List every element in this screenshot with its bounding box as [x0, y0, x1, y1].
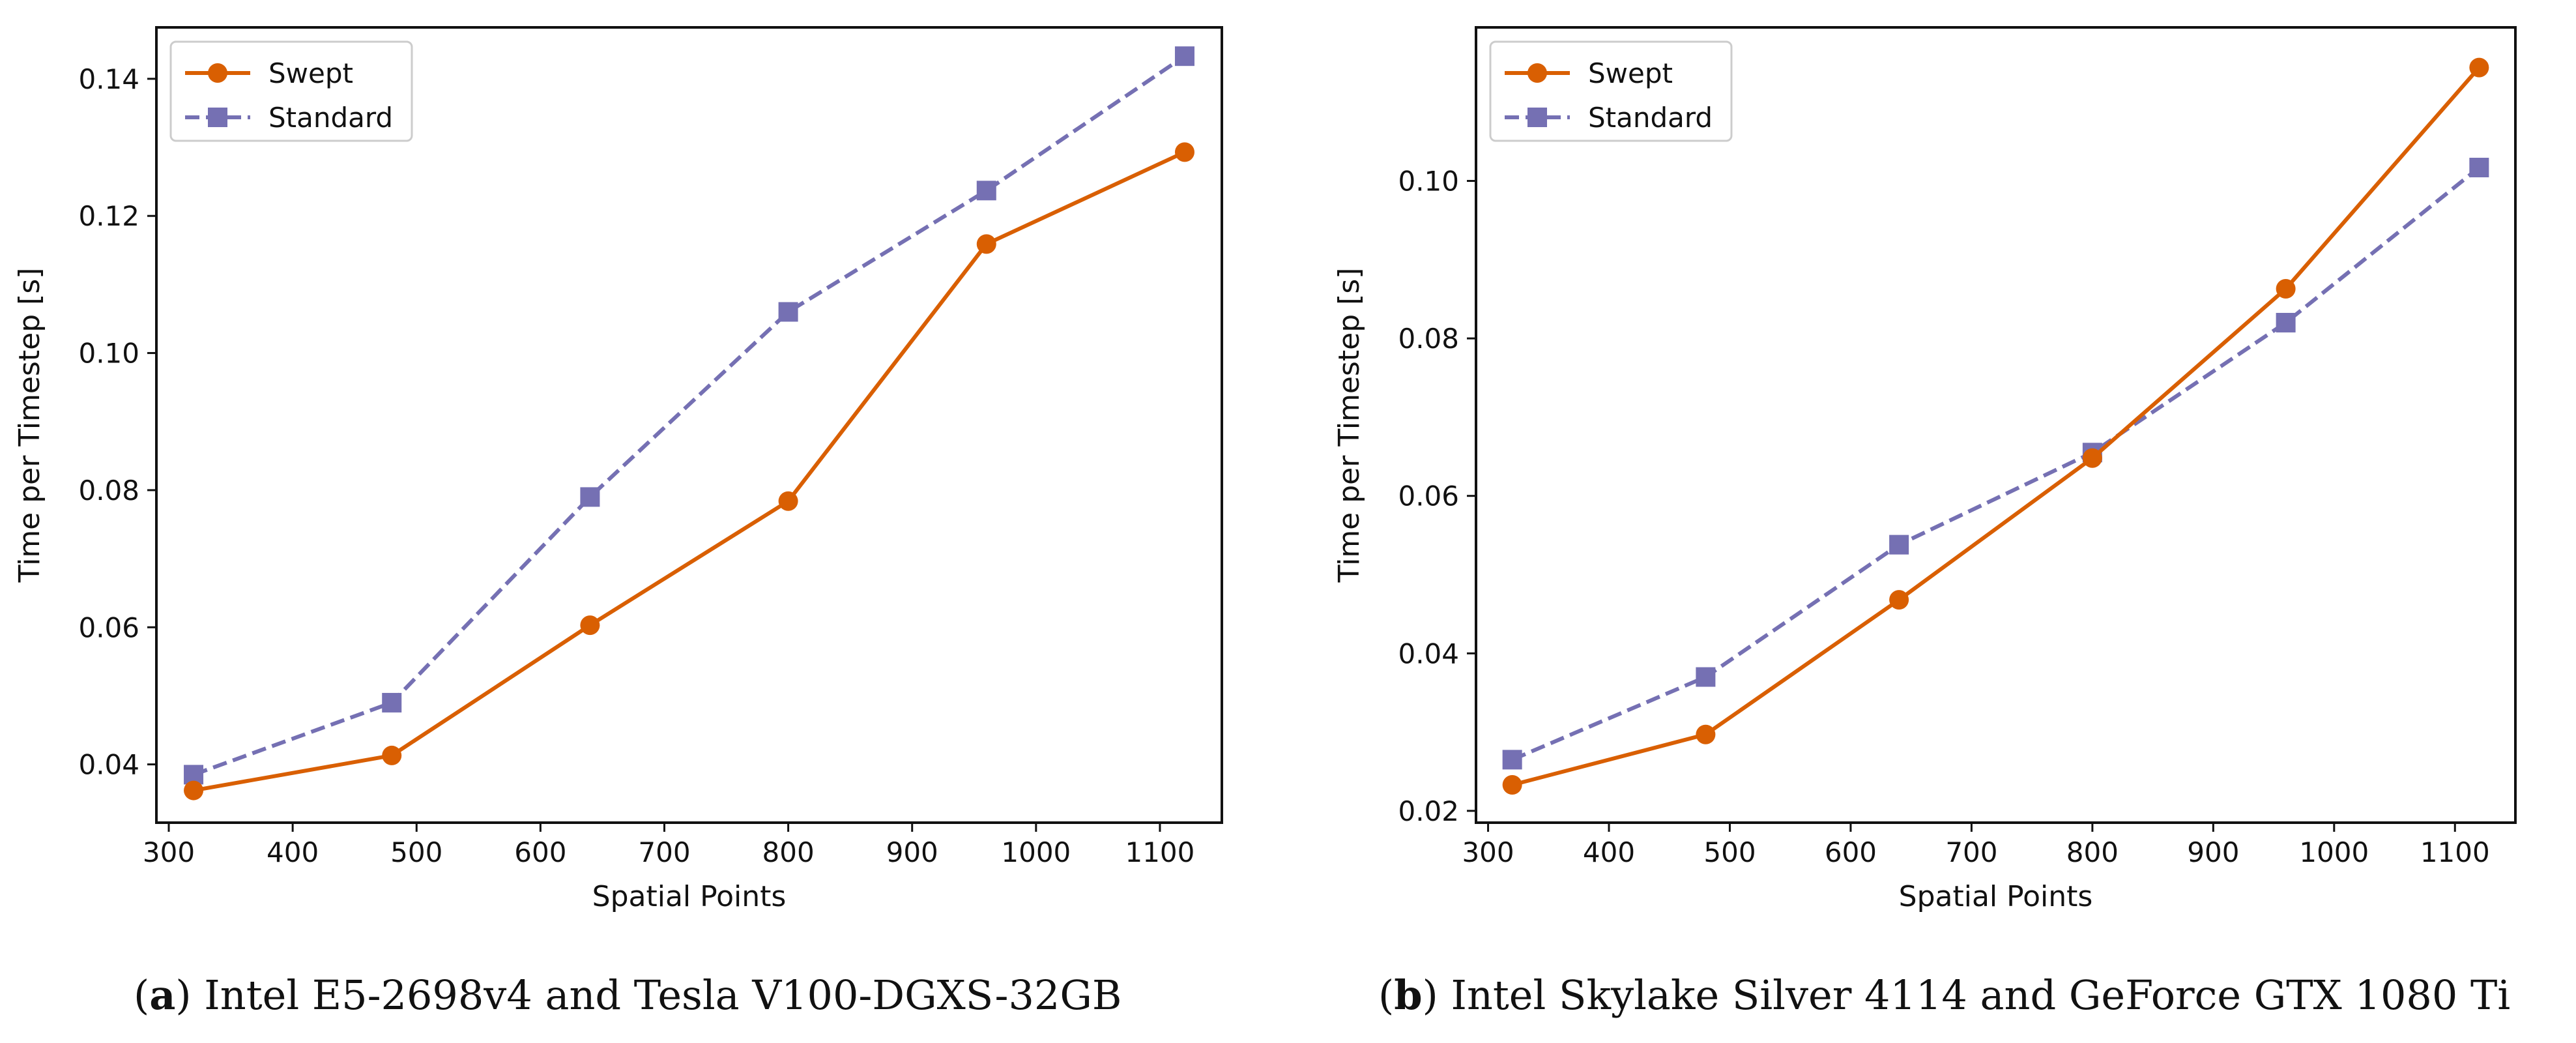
x-tick-label-a: 300	[143, 836, 195, 868]
x-tick-label-b: 400	[1583, 836, 1635, 868]
chart-b: 300 400 500 600 700 800 900 1000 1100 0.02 0.04 0.0…	[1333, 26, 2517, 913]
caption-a-text: Intel E5-2698v4 and Tesla V100-DGXS-32GB	[204, 971, 1122, 1019]
point-swept-a	[382, 745, 402, 765]
legend-label-swept-b: Swept	[1588, 57, 1673, 89]
point-swept-b	[1696, 724, 1716, 744]
y-tick-label-a: 0.12	[78, 200, 139, 232]
point-standard-b	[1502, 750, 1522, 770]
point-swept-a	[1174, 142, 1194, 162]
legend-label-standard-b: Standard	[1588, 102, 1713, 134]
x-tick-label-b: 1100	[2420, 836, 2490, 868]
x-tick-label-a: 600	[514, 836, 566, 868]
point-swept-b	[1889, 590, 1909, 610]
x-tick-label-b: 800	[2066, 836, 2119, 868]
y-tick-label-b: 0.08	[1398, 323, 1459, 355]
legend-label-standard-a: Standard	[268, 102, 393, 134]
legend-marker-swept-b	[1527, 63, 1547, 83]
y-tick-label-a: 0.06	[78, 611, 139, 643]
plot-frame-b	[1475, 26, 2517, 824]
point-swept-a	[976, 234, 996, 254]
series-line-standard-b	[1511, 166, 2481, 762]
legend-marker-standard-a	[208, 108, 227, 127]
point-swept-a	[778, 491, 798, 511]
chart-a: 300 400 500 600 700 800 900 1000 1100 0.04 0.06 0.0…	[13, 26, 1223, 913]
y-tick-label-a: 0.04	[78, 749, 139, 781]
point-standard-a	[976, 181, 996, 201]
y-tick-label-b: 0.02	[1398, 795, 1459, 827]
x-tick-label-b: 900	[2187, 836, 2239, 868]
point-swept-b	[2082, 448, 2102, 468]
caption-b-label: b	[1394, 971, 1423, 1019]
point-swept-a	[580, 615, 600, 636]
point-swept-b	[1502, 775, 1522, 795]
x-tick-label-a: 1000	[1001, 836, 1071, 868]
y-tick-label-b: 0.04	[1398, 638, 1459, 669]
series-line-standard-a	[193, 54, 1186, 777]
point-standard-a	[382, 692, 402, 712]
x-tick-label-b: 1000	[2299, 836, 2369, 868]
caption-a-label: a	[149, 971, 176, 1019]
x-axis-label-b: Spatial Points	[1899, 880, 2093, 913]
caption-b-text: Intel Skylake Silver 4114 and GeForce GT…	[1451, 971, 2511, 1019]
point-standard-a	[1174, 46, 1194, 66]
x-tick-label-a: 700	[638, 836, 690, 868]
legend-marker-swept-a	[208, 63, 227, 83]
y-axis-label-b: Time per Timestep [s]	[1333, 268, 1366, 583]
caption-b: (b) Intel Skylake Silver 4114 and GeForc…	[1378, 971, 2511, 1019]
x-tick-label-b: 700	[1945, 836, 1997, 868]
y-tick-label-b: 0.10	[1398, 166, 1459, 198]
point-standard-b	[1889, 535, 1909, 555]
point-swept-a	[184, 780, 204, 801]
legend-marker-standard-b	[1527, 108, 1547, 127]
point-swept-b	[2469, 57, 2489, 78]
point-standard-b	[2469, 158, 2489, 178]
series-line-swept-a	[193, 150, 1186, 793]
y-tick-label-b: 0.06	[1398, 480, 1459, 512]
y-axis-label-a: Time per Timestep [s]	[13, 268, 46, 583]
point-standard-b	[1696, 667, 1716, 687]
y-tick-label-a: 0.14	[78, 63, 139, 95]
x-tick-label-a: 900	[886, 836, 938, 868]
plot-frame-a	[155, 26, 1223, 824]
x-tick-label-b: 500	[1703, 836, 1756, 868]
point-standard-a	[580, 487, 600, 507]
point-standard-a	[778, 302, 798, 322]
x-tick-label-a: 800	[762, 836, 815, 868]
series-line-swept-b	[1511, 66, 2481, 787]
legend-label-swept-a: Swept	[268, 57, 353, 89]
y-tick-label-a: 0.08	[78, 475, 139, 507]
y-tick-label-a: 0.10	[78, 338, 139, 370]
x-tick-label-a: 1100	[1125, 836, 1194, 868]
x-tick-label-b: 600	[1825, 836, 1877, 868]
caption-a: (a) Intel E5-2698v4 and Tesla V100-DGXS-…	[134, 971, 1122, 1019]
point-swept-b	[2276, 279, 2296, 299]
x-tick-label-b: 300	[1462, 836, 1514, 868]
point-standard-b	[2276, 312, 2296, 332]
x-axis-label-a: Spatial Points	[592, 880, 787, 913]
x-tick-label-a: 500	[390, 836, 442, 868]
x-tick-label-a: 400	[267, 836, 319, 868]
